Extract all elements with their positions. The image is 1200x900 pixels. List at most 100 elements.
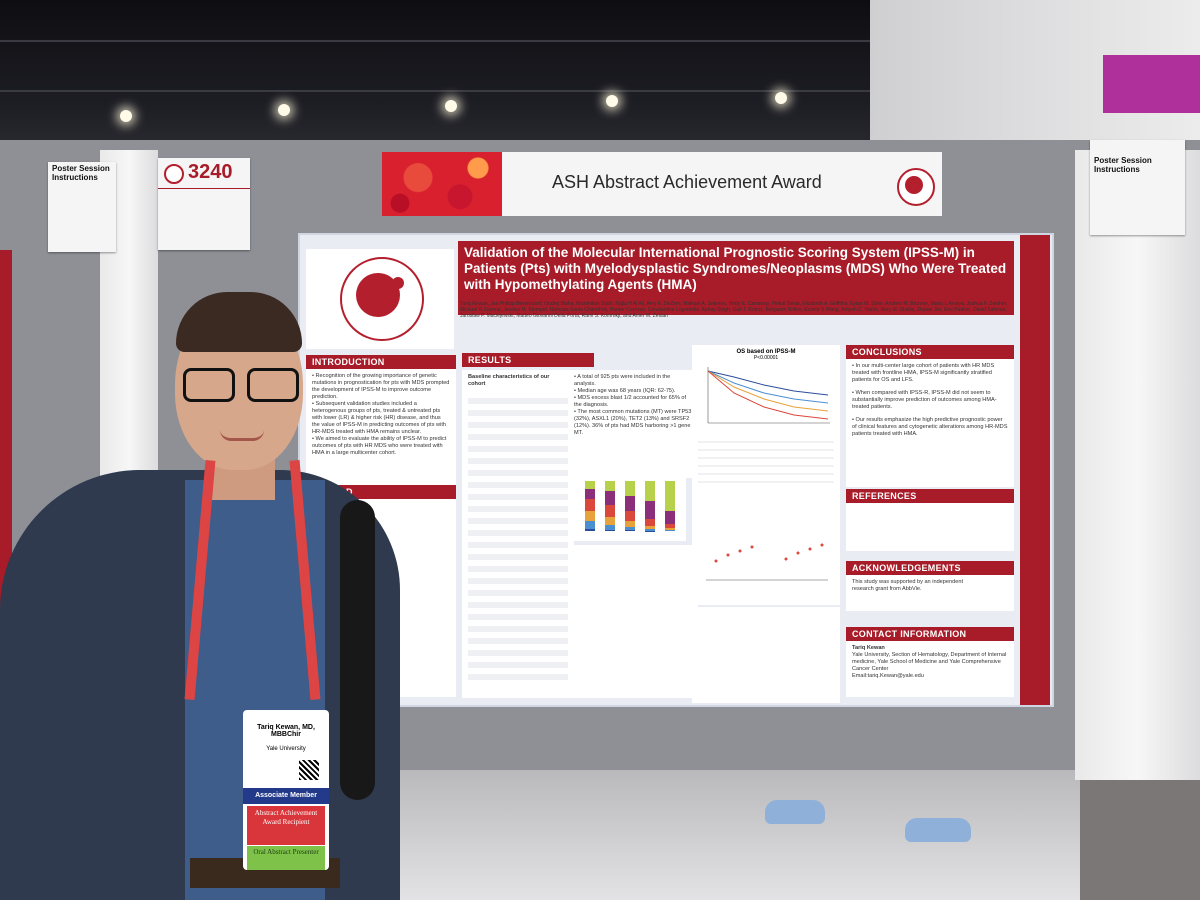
bar-segment bbox=[585, 528, 595, 531]
acknowledgements-section: ACKNOWLEDGEMENTS This study was supporte… bbox=[846, 561, 1014, 611]
bar-segment bbox=[625, 521, 635, 527]
result-bullet: Median age was 68 years (IQR: 62-75). bbox=[574, 388, 692, 395]
bar-segment bbox=[645, 528, 655, 531]
ceiling-light bbox=[445, 100, 457, 112]
member-ribbon: Associate Member bbox=[243, 788, 329, 804]
bar-segment bbox=[625, 496, 635, 511]
km-p-value: P<0.00001 bbox=[753, 355, 779, 361]
result-bullet: MDS excess blast 1/2 accounted for 65% o… bbox=[574, 395, 692, 409]
contact-name: Tariq Kewan bbox=[852, 645, 885, 651]
result-bullet: A total of 925 pts were included in the … bbox=[574, 374, 692, 388]
instructions-sign-right: Poster Session Instructions bbox=[1090, 140, 1185, 235]
ash-logo-icon bbox=[897, 168, 935, 206]
bar-segment bbox=[645, 525, 655, 529]
bar-segment bbox=[645, 518, 655, 526]
section-body: Tariq Kewan Yale University, Section of … bbox=[846, 641, 1014, 697]
km-plot-panel: OS based on IPSS-M P<0.00001 bbox=[692, 345, 840, 605]
divider bbox=[158, 188, 250, 189]
ceiling-light bbox=[120, 110, 132, 122]
ceiling-light bbox=[775, 92, 787, 104]
author-list: Tariq Kewan, Jan Philipp Bewersdorf, Ond… bbox=[460, 301, 1008, 319]
bar-segment bbox=[605, 529, 615, 531]
bar-segment bbox=[625, 527, 635, 530]
section-header: CONTACT INFORMATION bbox=[846, 627, 1014, 641]
bar-segment bbox=[605, 524, 615, 530]
award-banner: ASH Abstract Achievement Award bbox=[382, 152, 942, 216]
hair bbox=[176, 292, 302, 352]
award-title: ASH Abstract Achievement Award bbox=[552, 172, 822, 192]
glasses-icon bbox=[247, 368, 299, 402]
results-text: A total of 925 pts were included in the … bbox=[568, 370, 698, 478]
intro-bullet: Subsequent validation studies included a… bbox=[312, 401, 450, 436]
conclusion-bullet: When compared with IPSS-R, IPSS-M did no… bbox=[852, 390, 1008, 411]
qr-code-icon bbox=[299, 760, 319, 780]
introduction-section: INTRODUCTION Recognition of the growing … bbox=[306, 355, 456, 487]
bar-segment bbox=[585, 521, 595, 529]
bar-segment bbox=[585, 481, 595, 489]
award-ribbon: Abstract Achievement Award Recipient bbox=[247, 806, 325, 845]
section-body: This study was supported by an independe… bbox=[846, 575, 1014, 611]
section-header: ACKNOWLEDGEMENTS bbox=[846, 561, 1014, 575]
ash-logo-icon bbox=[340, 257, 424, 341]
instructions-sign-left: Poster Session Instructions bbox=[48, 162, 116, 252]
ceiling-light bbox=[278, 104, 290, 116]
poster-title: Validation of the Molecular Internationa… bbox=[464, 245, 1007, 292]
instructions-title: Poster Session Instructions bbox=[1094, 156, 1152, 174]
intro-bullet: Recognition of the growing importance of… bbox=[312, 373, 450, 401]
bar-segment bbox=[665, 511, 675, 524]
bar-segment bbox=[665, 530, 675, 531]
shoe bbox=[765, 800, 825, 824]
section-header: REFERENCES bbox=[846, 489, 1014, 503]
conclusion-bullet: Our results emphasize the high predictiv… bbox=[852, 417, 1008, 438]
table-title: Baseline characteristics of our cohort bbox=[468, 374, 550, 387]
forest-plot bbox=[706, 543, 828, 581]
references-section: REFERENCES bbox=[846, 489, 1014, 551]
section-body: In our multi-center large cohort of pati… bbox=[846, 359, 1014, 487]
contact-affiliation: Yale University, Section of Hematology, … bbox=[852, 652, 1007, 672]
results-text-3 bbox=[692, 607, 840, 703]
conclusion-bullet: In our multi-center large cohort of pati… bbox=[852, 363, 1008, 384]
contact-email: Email:tariq.Kewan@yale.edu bbox=[852, 673, 924, 679]
scientific-poster: Validation of the Molecular Internationa… bbox=[298, 233, 1054, 707]
blood-cells-image bbox=[382, 152, 502, 216]
badge-name: Tariq Kewan, MD, MBBChir bbox=[257, 724, 315, 738]
ceiling-truss bbox=[0, 40, 870, 42]
ceiling-truss bbox=[0, 90, 870, 92]
bar-segment bbox=[665, 524, 675, 528]
km-curves bbox=[707, 367, 830, 424]
stacked-bar-chart bbox=[568, 475, 686, 541]
smile bbox=[220, 430, 264, 441]
ceiling-light bbox=[606, 95, 618, 107]
poster-number-card: 3240 bbox=[158, 158, 250, 250]
board-pillar bbox=[1075, 150, 1200, 780]
bar-segment bbox=[585, 498, 595, 511]
poster-number: 3240 bbox=[188, 161, 233, 183]
result-bullet: The most common mutations (MT) were TP53… bbox=[574, 409, 692, 437]
results-section: RESULTS bbox=[462, 353, 716, 367]
section-header: CONCLUSIONS bbox=[846, 345, 1014, 359]
bar-segment bbox=[605, 481, 615, 491]
number-at-risk-table bbox=[698, 435, 834, 485]
acknowledgement-text: This study was supported by an independe… bbox=[852, 579, 964, 592]
section-header: RESULTS bbox=[462, 353, 594, 367]
glasses-icon bbox=[183, 368, 235, 402]
table-rows bbox=[468, 392, 568, 682]
bar-segment bbox=[645, 481, 655, 501]
bar-segment bbox=[645, 530, 655, 531]
section-header: INTRODUCTION bbox=[306, 355, 456, 369]
ash-logo-icon bbox=[164, 164, 184, 184]
intro-bullet: We aimed to evaluate the ability of IPSS… bbox=[312, 436, 450, 457]
title-bar: Validation of the Molecular Internationa… bbox=[458, 241, 1014, 315]
instructions-title: Poster Session Instructions bbox=[52, 164, 110, 182]
bar-segment bbox=[625, 511, 635, 521]
name-badge: Tariq Kewan, MD, MBBChir Yale University… bbox=[243, 710, 329, 870]
section-body bbox=[846, 503, 1014, 551]
carpet bbox=[1080, 780, 1200, 900]
bar-segment bbox=[625, 481, 635, 496]
bar-segment bbox=[605, 491, 615, 505]
section-body: Recognition of the growing importance of… bbox=[306, 369, 456, 487]
shoe bbox=[905, 818, 971, 842]
chart-plot-area bbox=[582, 481, 682, 531]
conclusions-section: CONCLUSIONS In our multi-center large co… bbox=[846, 345, 1014, 487]
bar-segment bbox=[605, 504, 615, 517]
